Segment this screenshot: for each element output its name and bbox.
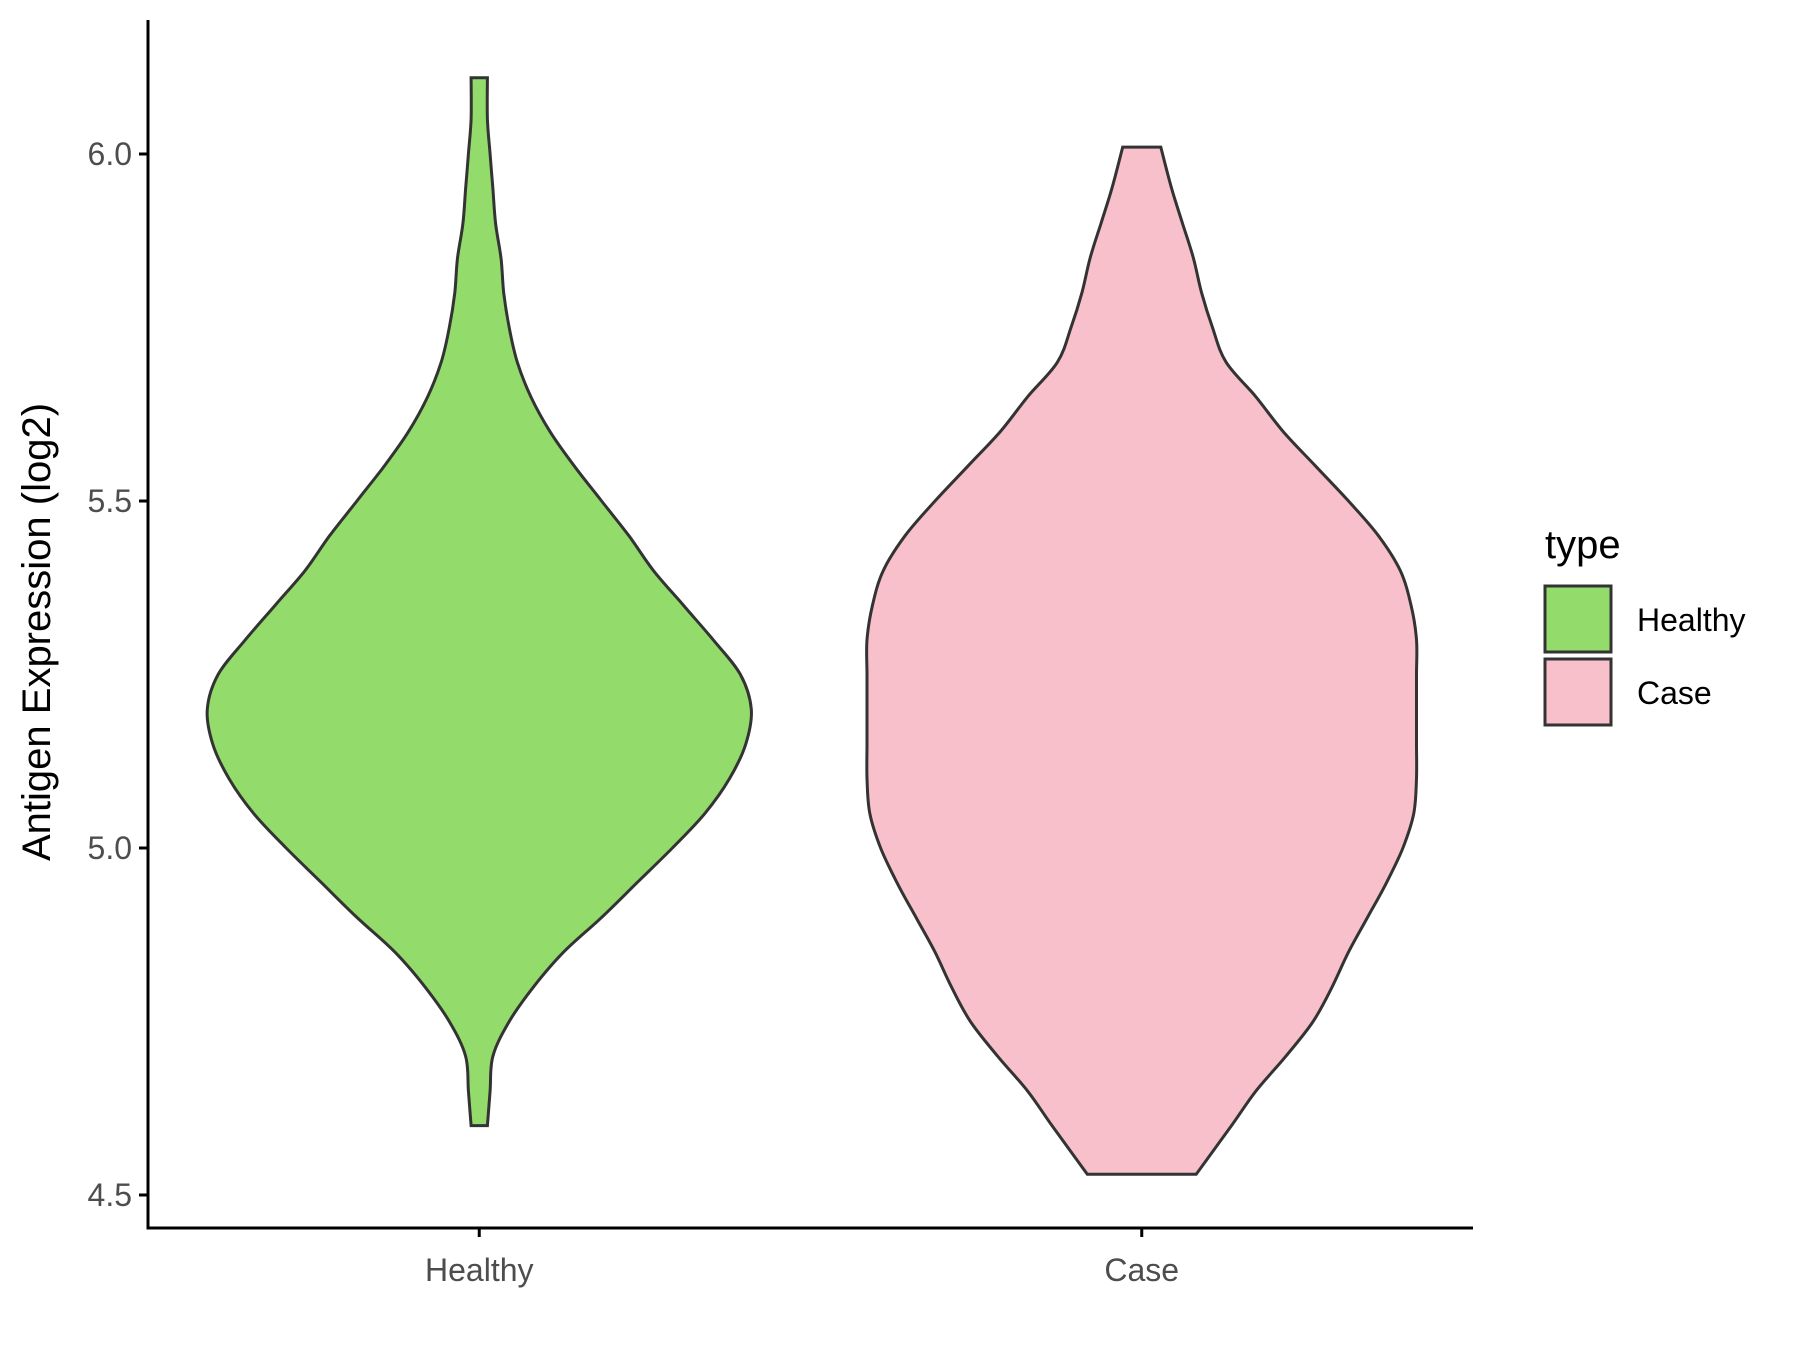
violin-layer <box>205 76 1419 1176</box>
violin-healthy <box>205 76 753 1128</box>
legend-swatch-healthy <box>1543 584 1613 654</box>
legend-title: type <box>1545 523 1621 567</box>
y-axis-title: Antigen Expression (log2) <box>15 403 59 861</box>
y-tick-label: 5.0 <box>88 830 132 866</box>
legend: type Healthy Case <box>1543 523 1746 727</box>
axes-layer: 4.5 5.0 5.5 6.0 Healthy Case <box>88 20 1473 1288</box>
legend-items: Healthy Case <box>1543 584 1746 727</box>
x-tick-label: Healthy <box>425 1252 534 1288</box>
y-ticks: 4.5 5.0 5.5 6.0 <box>88 136 148 1213</box>
y-tick-label: 4.5 <box>88 1177 132 1213</box>
x-tick-label: Case <box>1104 1252 1179 1288</box>
legend-label-healthy: Healthy <box>1637 602 1746 638</box>
legend-label-case: Case <box>1637 675 1712 711</box>
x-ticks: Healthy Case <box>425 1228 1179 1288</box>
y-tick-label: 5.5 <box>88 483 132 519</box>
y-tick-label: 6.0 <box>88 136 132 172</box>
violin-case <box>865 145 1419 1176</box>
legend-swatch-case <box>1543 657 1613 727</box>
